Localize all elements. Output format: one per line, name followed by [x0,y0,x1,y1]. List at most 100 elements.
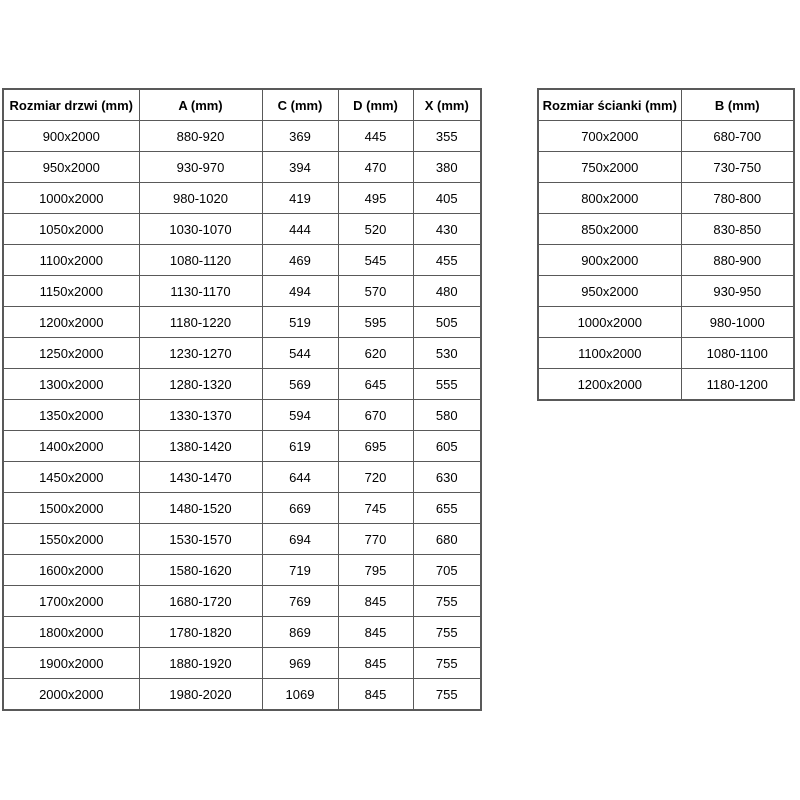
table-cell: 369 [261,120,339,152]
table-row: 1300x2000 1280-1320 569 645 555 [2,368,482,400]
table-cell: 1069 [261,678,339,711]
table-cell: 1250x2000 [2,337,140,369]
table-cell: 930-970 [138,151,263,183]
table-row: 1500x2000 1480-1520 669 745 655 [2,492,482,524]
table-cell: 745 [337,492,414,524]
table-cell: 1100x2000 [2,244,140,276]
table-cell: 1100x2000 [537,337,682,369]
wall-panel-sizes-table: Rozmiar ścianki (mm) B (mm) 700x2000 680-70… [537,88,795,401]
table-cell: 750x2000 [537,151,682,183]
table-cell: 950x2000 [537,275,682,307]
table-row: 1700x2000 1680-1720 769 845 755 [2,585,482,617]
table-cell: 1050x2000 [2,213,140,245]
table-cell: 1530-1570 [138,523,263,555]
table-cell: 555 [412,368,482,400]
table-cell: 730-750 [680,151,795,183]
table-row: 850x2000 830-850 [537,213,795,245]
table-cell: 605 [412,430,482,462]
table-cell: 680-700 [680,120,795,152]
table-cell: 770 [337,523,414,555]
column-header: X (mm) [412,88,482,121]
table-cell: 455 [412,244,482,276]
table-cell: 530 [412,337,482,369]
table-row: 1800x2000 1780-1820 869 845 755 [2,616,482,648]
table-cell: 1380-1420 [138,430,263,462]
table-cell: 1580-1620 [138,554,263,586]
table-cell: 700x2000 [537,120,682,152]
column-header: B (mm) [680,88,795,121]
table-cell: 1900x2000 [2,647,140,679]
table-cell: 645 [337,368,414,400]
table-cell: 980-1020 [138,182,263,214]
table-cell: 520 [337,213,414,245]
table-cell: 545 [337,244,414,276]
table-cell: 1480-1520 [138,492,263,524]
table-cell: 1080-1120 [138,244,263,276]
table-cell: 845 [337,616,414,648]
table-cell: 1680-1720 [138,585,263,617]
table-row: 700x2000 680-700 [537,120,795,152]
table-cell: 950x2000 [2,151,140,183]
door-sizes-table: Rozmiar drzwi (mm) A (mm) C (mm) D (mm) X (m… [2,88,482,711]
table-cell: 769 [261,585,339,617]
table-cell: 1880-1920 [138,647,263,679]
table-cell: 519 [261,306,339,338]
table-row: 1250x2000 1230-1270 544 620 530 [2,337,482,369]
table-cell: 1080-1100 [680,337,795,369]
table-cell: 1230-1270 [138,337,263,369]
table-cell: 480 [412,275,482,307]
table-cell: 680 [412,523,482,555]
table-cell: 644 [261,461,339,493]
table-cell: 570 [337,275,414,307]
table-cell: 620 [337,337,414,369]
table-cell: 930-950 [680,275,795,307]
table-row: 950x2000 930-950 [537,275,795,307]
table-cell: 1030-1070 [138,213,263,245]
table-cell: 494 [261,275,339,307]
table-cell: 1280-1320 [138,368,263,400]
table-cell: 705 [412,554,482,586]
table-cell: 444 [261,213,339,245]
table-row: 1400x2000 1380-1420 619 695 605 [2,430,482,462]
table-cell: 470 [337,151,414,183]
table-cell: 1200x2000 [2,306,140,338]
table-row: 2000x2000 1980-2020 1069 845 755 [2,678,482,711]
header-row: Rozmiar drzwi (mm) A (mm) C (mm) D (mm) X (m… [2,88,482,121]
table-row: 1000x2000 980-1000 [537,306,795,338]
table-cell: 980-1000 [680,306,795,338]
table-row: 1150x2000 1130-1170 494 570 480 [2,275,482,307]
table-cell: 544 [261,337,339,369]
table-cell: 1980-2020 [138,678,263,711]
table-cell: 669 [261,492,339,524]
table-cell: 430 [412,213,482,245]
table-row: 750x2000 730-750 [537,151,795,183]
table-cell: 1000x2000 [2,182,140,214]
column-header: D (mm) [337,88,414,121]
table-cell: 1500x2000 [2,492,140,524]
table-cell: 845 [337,678,414,711]
table-cell: 880-900 [680,244,795,276]
table-cell: 1130-1170 [138,275,263,307]
table-row: 1200x2000 1180-1200 [537,368,795,401]
table-row: 950x2000 930-970 394 470 380 [2,151,482,183]
table-cell: 1300x2000 [2,368,140,400]
table-cell: 1400x2000 [2,430,140,462]
table-cell: 695 [337,430,414,462]
table-cell: 670 [337,399,414,431]
table-cell: 1350x2000 [2,399,140,431]
table-cell: 720 [337,461,414,493]
column-header: C (mm) [261,88,339,121]
table-cell: 2000x2000 [2,678,140,711]
table-cell: 1430-1470 [138,461,263,493]
table-cell: 1180-1200 [680,368,795,401]
table-cell: 1450x2000 [2,461,140,493]
table-row: 1450x2000 1430-1470 644 720 630 [2,461,482,493]
table-cell: 405 [412,182,482,214]
column-header: Rozmiar drzwi (mm) [2,88,140,121]
table-cell: 1600x2000 [2,554,140,586]
table-cell: 755 [412,585,482,617]
table-cell: 1330-1370 [138,399,263,431]
table-cell: 655 [412,492,482,524]
table-cell: 719 [261,554,339,586]
table-row: 1100x2000 1080-1120 469 545 455 [2,244,482,276]
